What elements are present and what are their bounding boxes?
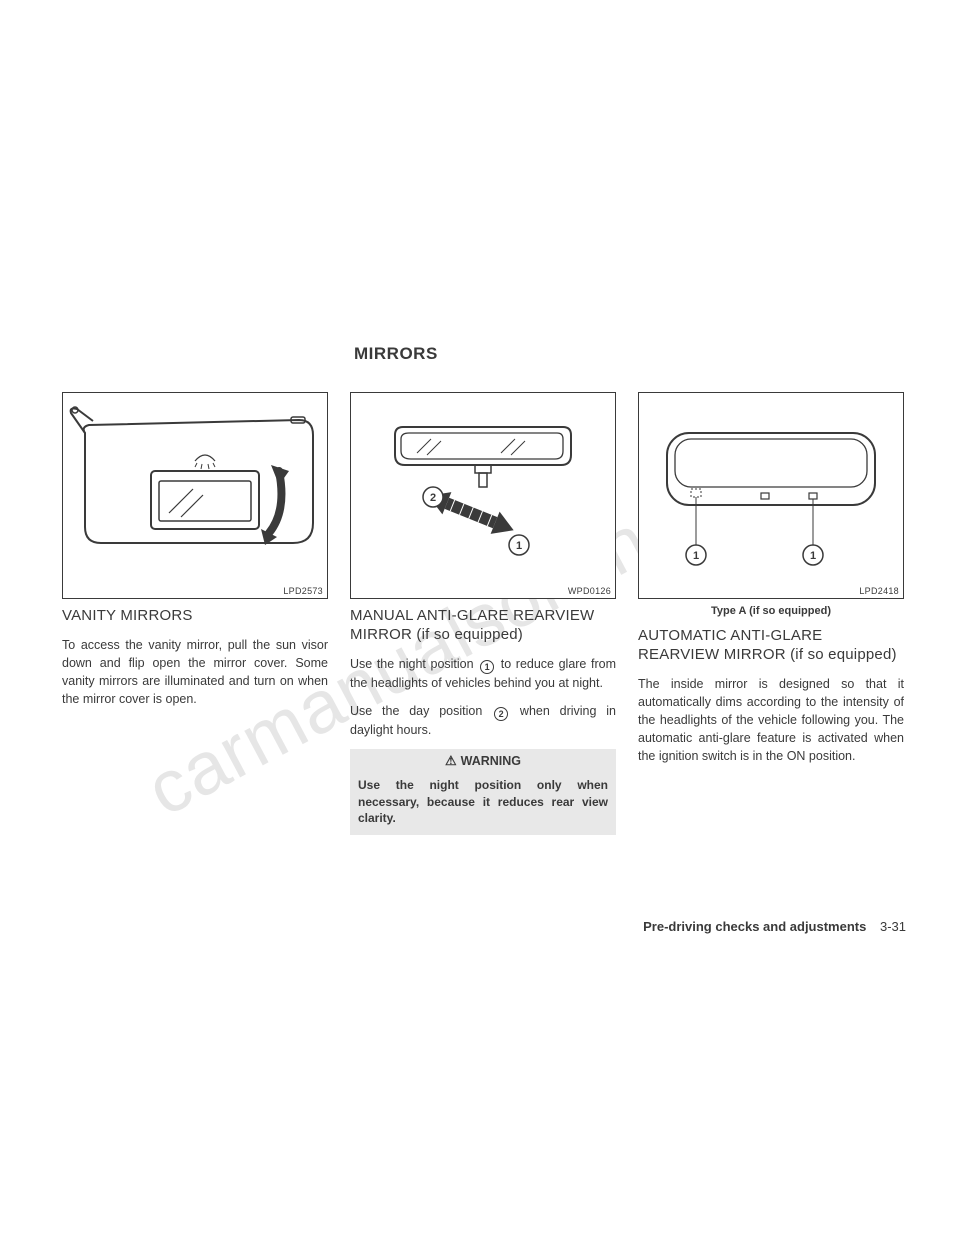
- vanity-mirror-illustration: [63, 393, 327, 598]
- figure-id: LPD2573: [283, 586, 323, 596]
- heading-auto-mirror: AUTOMATIC ANTI-GLARE REARVIEW MIRROR (if…: [638, 627, 904, 665]
- auto-mirror-illustration: 1 1: [639, 393, 903, 598]
- text-fragment: Use the night position: [350, 657, 478, 671]
- svg-text:1: 1: [693, 550, 699, 562]
- column-3: 1 1 LPD2418 Type A (if so equipped) AUTO…: [638, 392, 904, 835]
- page-footer: Pre-driving checks and adjustments 3-31: [643, 919, 906, 934]
- warning-title: WARNING: [350, 749, 616, 773]
- columns: LPD2573 VANITY MIRRORS To access the van…: [62, 392, 906, 835]
- warning-body: Use the night position only when necessa…: [350, 773, 616, 835]
- svg-text:1: 1: [810, 550, 816, 562]
- page-number: 3-31: [880, 919, 906, 934]
- body-manual-p1: Use the night position 1 to reduce glare…: [350, 655, 616, 692]
- text-fragment: Use the day position: [350, 704, 492, 718]
- content-area: MIRRORS: [0, 0, 960, 835]
- figure-auto-mirror: 1 1 LPD2418: [638, 392, 904, 599]
- page: carmanualsonline.info MIRRORS: [0, 0, 960, 1242]
- figure-id: LPD2418: [859, 586, 899, 596]
- body-vanity-mirrors: To access the vanity mirror, pull the su…: [62, 636, 328, 709]
- body-manual-p2: Use the day position 2 when driving in d…: [350, 702, 616, 739]
- heading-manual-mirror: MANUAL ANTI-GLARE REARVIEW MIRROR (if so…: [350, 607, 616, 645]
- manual-mirror-illustration: 2 1: [351, 393, 615, 598]
- chapter-name: Pre-driving checks and adjustments: [643, 919, 866, 934]
- svg-text:1: 1: [516, 540, 522, 552]
- body-auto-mirror: The inside mirror is designed so that it…: [638, 675, 904, 766]
- heading-vanity-mirrors: VANITY MIRRORS: [62, 607, 328, 626]
- section-title: MIRRORS: [354, 344, 906, 364]
- column-1: LPD2573 VANITY MIRRORS To access the van…: [62, 392, 328, 835]
- svg-text:2: 2: [430, 492, 436, 504]
- figure-vanity-mirror: LPD2573: [62, 392, 328, 599]
- figure-id: WPD0126: [568, 586, 611, 596]
- figure-caption: Type A (if so equipped): [638, 605, 904, 617]
- column-2: 2 1 WPD0126 MANUAL ANTI-GLARE REARVIEW M…: [350, 392, 616, 835]
- callout-circle-1: 1: [480, 660, 494, 674]
- figure-manual-mirror: 2 1 WPD0126: [350, 392, 616, 599]
- callout-circle-2: 2: [494, 707, 508, 721]
